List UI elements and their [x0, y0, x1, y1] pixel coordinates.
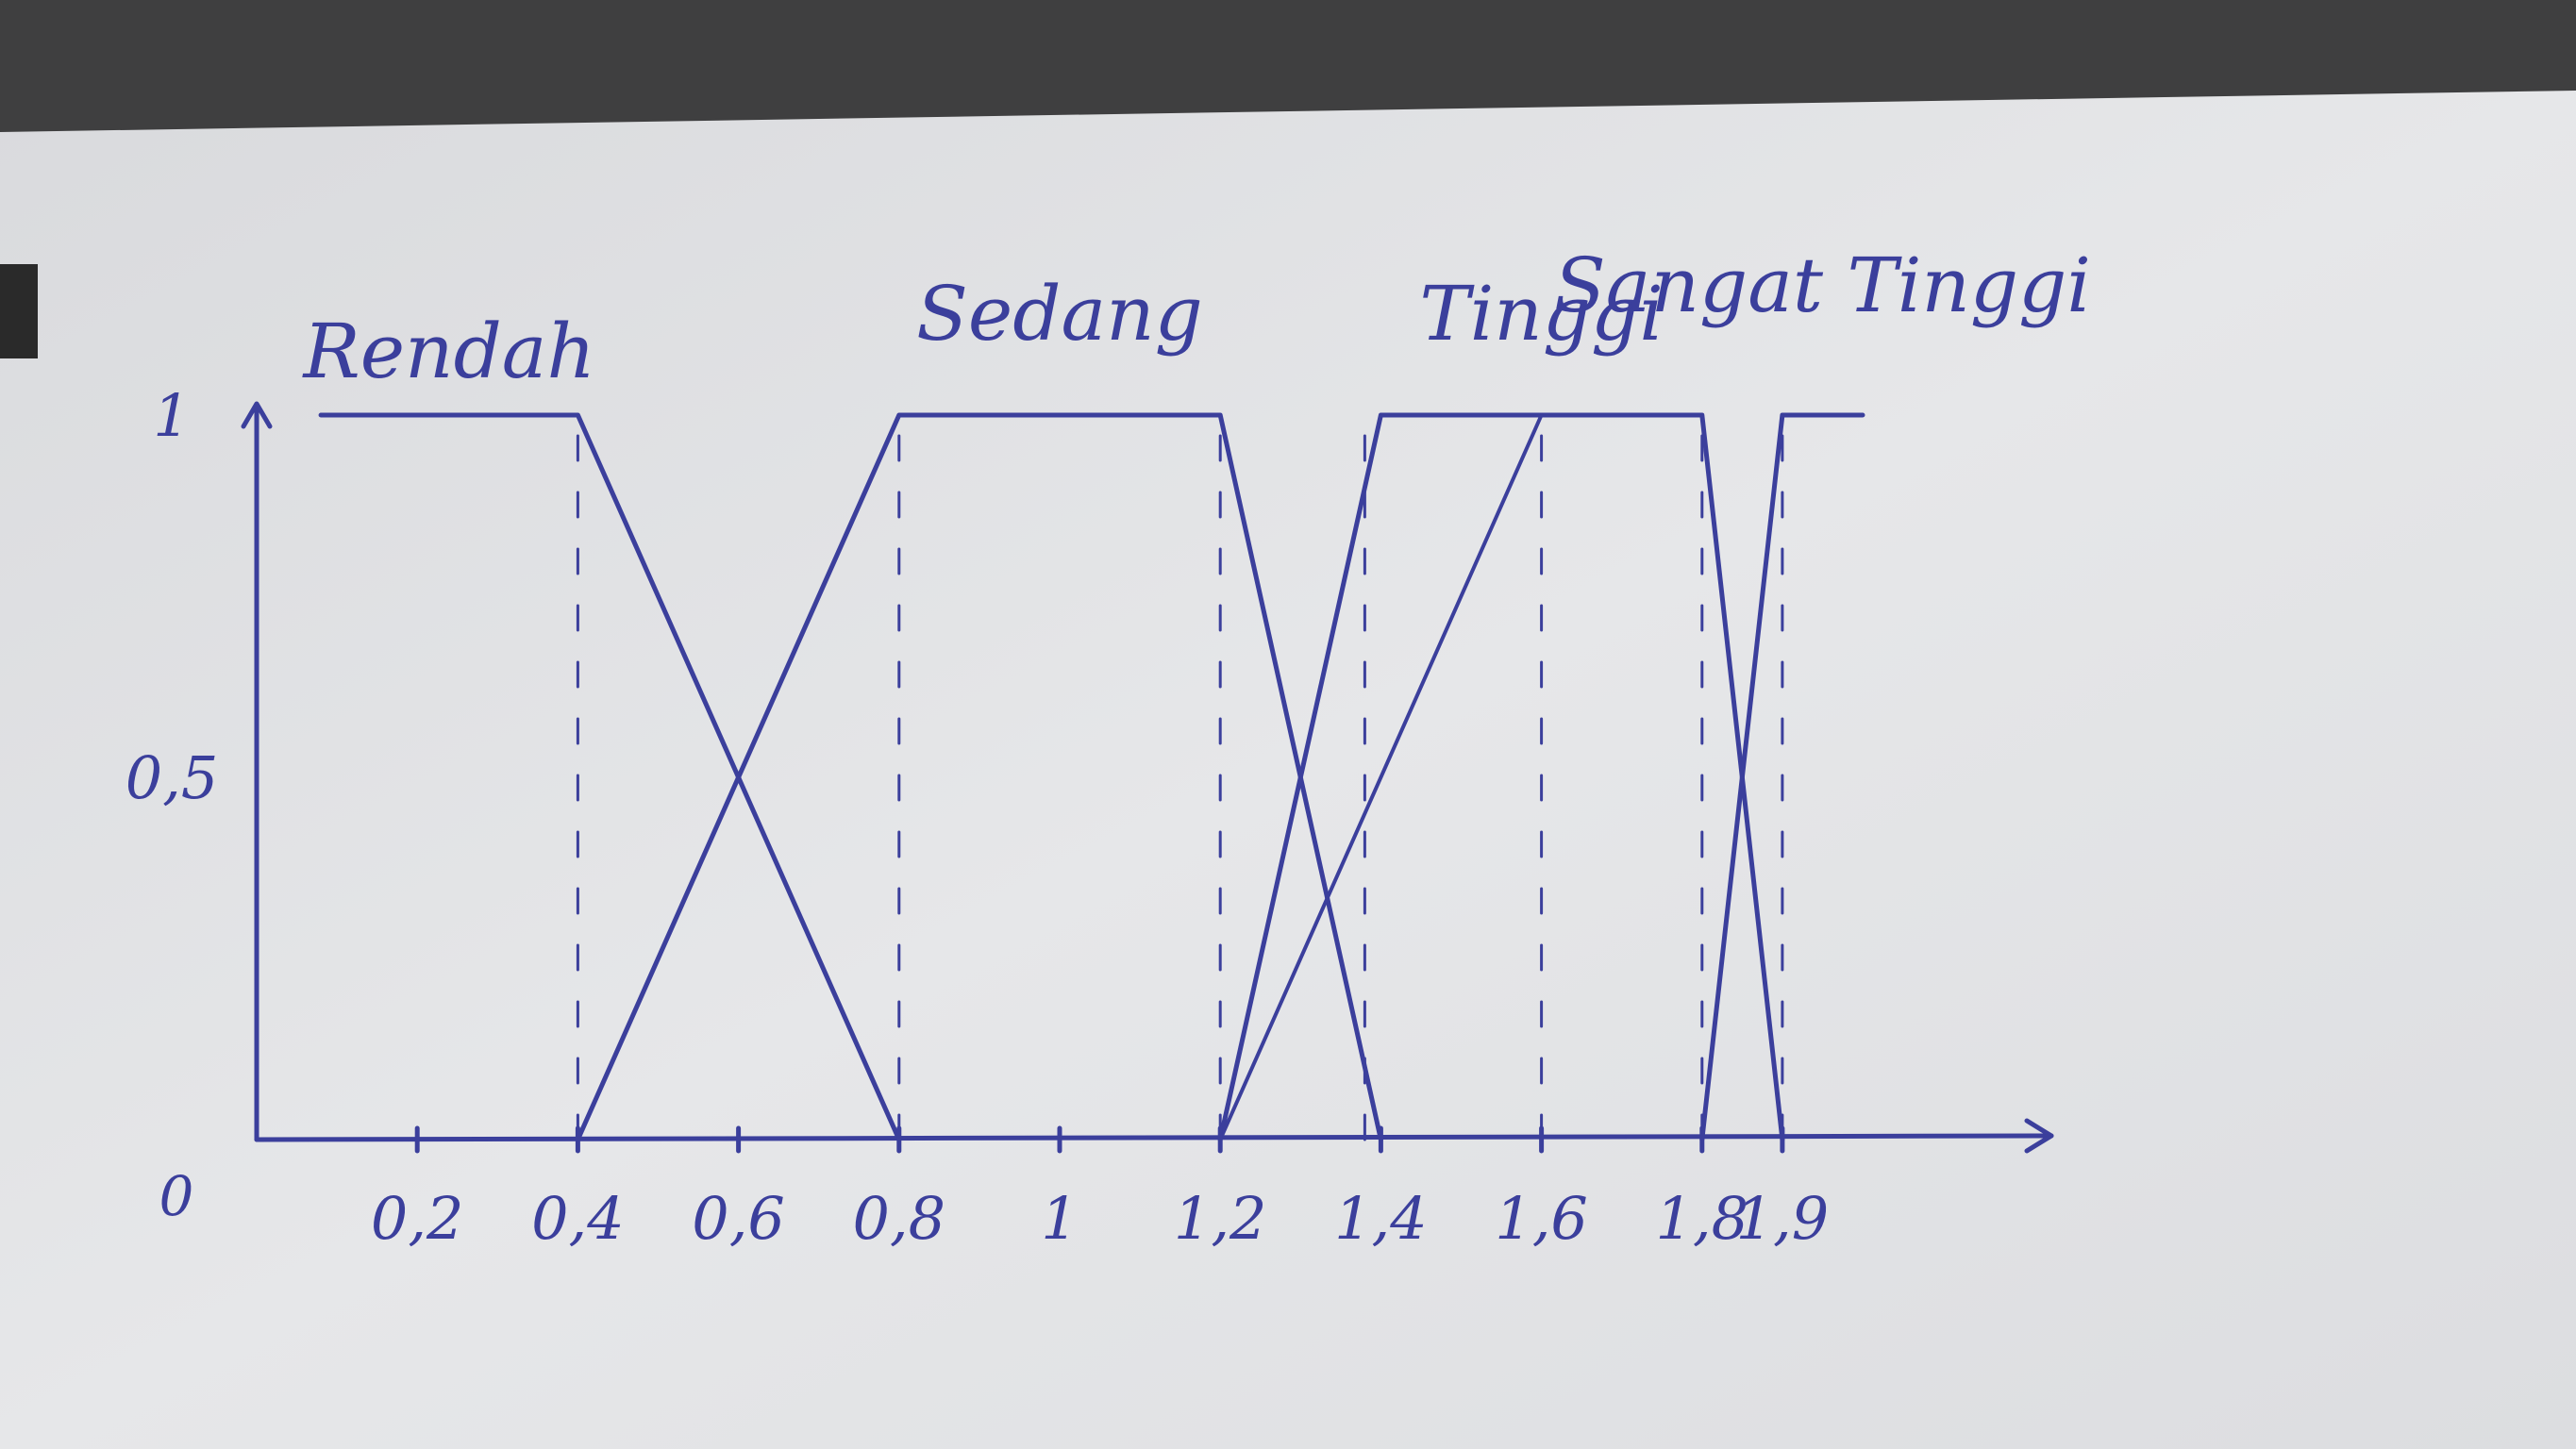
x-tick-label: 1,8	[1655, 1184, 1748, 1253]
series-layer	[318, 412, 1865, 1142]
x-tick-label: 0,4	[531, 1184, 625, 1253]
y-tick-label: 0,5	[125, 743, 219, 812]
series-label: Tinggi	[1419, 270, 1663, 358]
extra-line	[1218, 413, 1544, 1141]
x-tick-label: 1,2	[1174, 1184, 1267, 1253]
x-axis-arrow	[2024, 1118, 2054, 1154]
series-line-rendah	[318, 412, 902, 1142]
y-tick-label: 1	[153, 381, 190, 450]
tick-labels: 0,2 0,4 0,6 0,8 1 1,2 1,4 1,6 1,81,9 0 0,5 1	[125, 381, 1830, 1253]
series-line-sangat-tinggi	[1699, 412, 1865, 1142]
series-label: Sangat Tinggi	[1554, 242, 2091, 329]
y-axis-arrow	[241, 401, 273, 429]
x-tick-label: 0,2	[371, 1184, 464, 1253]
x-tick-label: 1	[1041, 1184, 1078, 1253]
x-tick-label: 1,4	[1334, 1184, 1428, 1253]
paper-edge-left	[0, 264, 38, 358]
origin-label: 0	[159, 1164, 194, 1228]
x-tick-label: 1,9	[1736, 1184, 1830, 1253]
dashed-guides	[576, 413, 1784, 1141]
x-axis-line	[254, 1133, 2054, 1142]
x-tick-label: 0,8	[852, 1184, 945, 1253]
axes	[241, 401, 2054, 1154]
series-label: Sedang	[916, 270, 1203, 358]
series-label: Rendah	[301, 308, 595, 395]
x-tick-label: 0,6	[692, 1184, 785, 1253]
paper-sheet	[0, 91, 2576, 1449]
plot-area: 0,2 0,4 0,6 0,8 1 1,2 1,4 1,6 1,81,9 0 0,5 1 Rendah…	[125, 242, 2091, 1253]
x-tick-label: 1,6	[1495, 1184, 1588, 1253]
